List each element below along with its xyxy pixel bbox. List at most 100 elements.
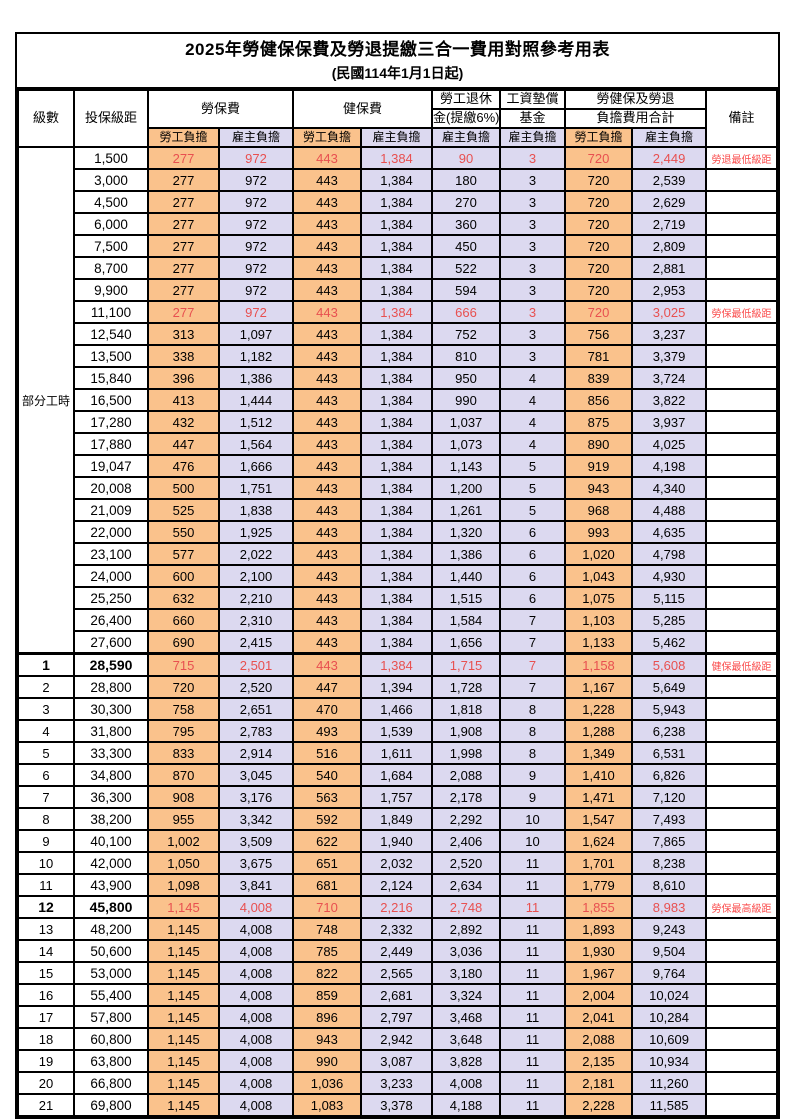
total-employer-cell: 9,243 <box>631 917 708 941</box>
pension-employer-cell: 2,406 <box>431 829 502 853</box>
remark-cell <box>705 785 779 809</box>
total-employee-cell: 1,893 <box>564 917 634 941</box>
remark-cell <box>705 498 779 522</box>
labor-ins-employee-cell: 277 <box>147 168 220 192</box>
wage-fund-employer-cell: 8 <box>499 741 567 765</box>
health-ins-employee-cell: 540 <box>292 763 363 787</box>
remark-cell <box>705 630 779 655</box>
total-employer-cell: 4,340 <box>631 476 708 500</box>
wage-fund-employer-cell: 3 <box>499 212 567 236</box>
health-ins-employee-cell: 859 <box>292 983 363 1007</box>
pension-employer-cell: 3,468 <box>431 1005 502 1029</box>
health-ins-employee-cell: 447 <box>292 675 363 699</box>
total-employer-cell: 5,943 <box>631 697 708 721</box>
remark-cell <box>705 961 779 985</box>
wage-fund-employer-cell: 11 <box>499 1071 567 1095</box>
labor-ins-employee-cell: 955 <box>147 807 220 831</box>
labor-ins-employee-cell: 525 <box>147 498 220 522</box>
labor-ins-employee-cell: 577 <box>147 542 220 566</box>
pension-employer-cell: 4,008 <box>431 1071 502 1095</box>
col-header-bracket: 投保級距 <box>73 89 149 148</box>
table-row: 12,540 313 1,097 443 1,384 752 3 756 3,237 <box>18 322 779 346</box>
health-ins-employee-cell: 443 <box>292 454 363 478</box>
table-row: 21,009 525 1,838 443 1,384 1,261 5 968 4,488 <box>18 498 779 522</box>
remark-cell <box>705 983 779 1007</box>
total-employer-cell: 8,610 <box>631 873 708 897</box>
remark-cell <box>705 608 779 632</box>
pension-employer-cell: 450 <box>431 234 502 258</box>
subheader-employer-burden: 雇主負擔 <box>631 127 708 148</box>
health-ins-employee-cell: 470 <box>292 697 363 721</box>
health-ins-employee-cell: 443 <box>292 212 363 236</box>
remark-cell <box>705 564 779 588</box>
wage-fund-employer-cell: 11 <box>499 1005 567 1029</box>
health-ins-employee-cell: 943 <box>292 1027 363 1051</box>
total-employer-cell: 8,983 <box>631 895 708 919</box>
total-employee-cell: 720 <box>564 146 634 170</box>
bracket-cell: 28,590 <box>73 652 149 677</box>
remark-cell: 勞退最低級距 <box>705 146 779 170</box>
remark-cell <box>705 520 779 544</box>
bracket-cell: 17,880 <box>73 432 149 456</box>
bracket-cell: 6,000 <box>73 212 149 236</box>
health-ins-employee-cell: 622 <box>292 829 363 853</box>
labor-ins-employer-cell: 1,666 <box>217 454 295 478</box>
health-ins-employee-cell: 443 <box>292 586 363 610</box>
remark-cell <box>705 763 779 787</box>
total-employer-cell: 10,934 <box>631 1049 708 1073</box>
health-ins-employee-cell: 1,083 <box>292 1093 363 1117</box>
subheader-employer-burden: 雇主負擔 <box>360 127 434 148</box>
total-employer-cell: 7,865 <box>631 829 708 853</box>
table-row: 3 30,300 758 2,651 470 1,466 1,818 8 1,228 5,943 <box>17 697 779 721</box>
health-ins-employee-cell: 443 <box>292 410 363 434</box>
labor-ins-employer-cell: 1,751 <box>217 476 295 500</box>
labor-ins-employer-cell: 4,008 <box>217 917 295 941</box>
total-employee-cell: 968 <box>564 498 634 522</box>
pension-employer-cell: 810 <box>431 344 502 368</box>
level-cell: 2 <box>17 675 75 699</box>
table-row: 21 69,800 1,145 4,008 1,083 3,378 4,188 11 2,228… <box>17 1093 779 1117</box>
wage-fund-employer-cell: 7 <box>499 630 567 655</box>
table-row: 19 63,800 1,145 4,008 990 3,087 3,828 11 2,135 10… <box>17 1049 779 1073</box>
wage-fund-employer-cell: 11 <box>499 917 567 941</box>
health-ins-employee-cell: 592 <box>292 807 363 831</box>
table-row: 13 48,200 1,145 4,008 748 2,332 2,892 11 1,893 9,… <box>17 917 779 941</box>
wage-fund-employer-cell: 11 <box>499 1093 567 1117</box>
total-employer-cell: 2,953 <box>631 278 708 302</box>
bracket-cell: 26,400 <box>73 608 149 632</box>
bracket-cell: 8,700 <box>73 256 149 280</box>
total-employee-cell: 2,088 <box>564 1027 634 1051</box>
total-employer-cell: 4,798 <box>631 542 708 566</box>
health-ins-employee-cell: 563 <box>292 785 363 809</box>
bracket-cell: 33,300 <box>73 741 149 765</box>
table-row: 3,000 277 972 443 1,384 180 3 720 2,539 <box>18 168 779 192</box>
table-row: 26,400 660 2,310 443 1,384 1,584 7 1,103 5,285 <box>18 608 779 632</box>
total-employee-cell: 943 <box>564 476 634 500</box>
labor-ins-employer-cell: 3,675 <box>217 851 295 875</box>
wage-fund-employer-cell: 11 <box>499 873 567 897</box>
table-row: 6 34,800 870 3,045 540 1,684 2,088 9 1,410 6,826 <box>17 763 779 787</box>
labor-ins-employer-cell: 4,008 <box>217 961 295 985</box>
pension-employer-cell: 180 <box>431 168 502 192</box>
health-ins-employee-cell: 443 <box>292 146 363 170</box>
level-cell: 6 <box>17 763 75 787</box>
pension-employer-cell: 1,584 <box>431 608 502 632</box>
total-employer-cell: 3,379 <box>631 344 708 368</box>
pension-employer-cell: 2,292 <box>431 807 502 831</box>
subheader-employer-burden: 雇主負擔 <box>431 127 502 148</box>
health-ins-employee-cell: 443 <box>292 542 363 566</box>
labor-ins-employer-cell: 972 <box>217 146 295 170</box>
health-ins-employer-cell: 1,384 <box>360 564 434 588</box>
wage-fund-employer-cell: 3 <box>499 234 567 258</box>
wage-fund-employer-cell: 3 <box>499 278 567 302</box>
level-cell: 9 <box>17 829 75 853</box>
total-employer-cell: 2,881 <box>631 256 708 280</box>
total-employer-cell: 8,238 <box>631 851 708 875</box>
table-row: 15 53,000 1,145 4,008 822 2,565 3,180 11 1,967 9,… <box>17 961 779 985</box>
table-row: 2 28,800 720 2,520 447 1,394 1,728 7 1,167 5,649 <box>17 675 779 699</box>
labor-ins-employee-cell: 1,050 <box>147 851 220 875</box>
total-employer-cell: 3,025 <box>631 300 708 324</box>
pension-employer-cell: 270 <box>431 190 502 214</box>
labor-ins-employee-cell: 758 <box>147 697 220 721</box>
